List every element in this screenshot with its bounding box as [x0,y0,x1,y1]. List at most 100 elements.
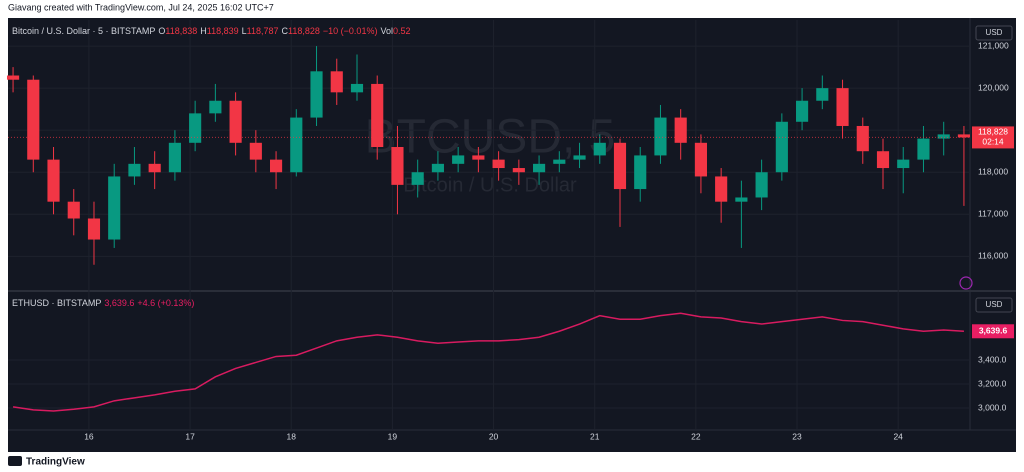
candle-body [553,159,566,164]
candle-body [876,151,890,169]
candle-body [330,71,343,93]
logo-icon [8,456,22,466]
legend-label: C [281,26,289,36]
candle-body [634,155,647,190]
candle-body [47,159,60,202]
x-tick-label: 18 [287,431,297,441]
candle-body [856,125,869,152]
footer-logo: TradingView [26,457,85,468]
candle-body [796,100,809,122]
candle-body [87,218,101,240]
candle-body [209,100,222,114]
watermark: Bitcoin / U.S. Dollar [403,174,577,196]
header: Giavang created with TradingView.com, Ju… [8,2,274,12]
x-tick-label: 21 [590,431,600,441]
price-line [12,312,964,412]
candle-body [168,142,181,173]
legend-value: 0.52 [392,26,411,36]
candle-body [452,155,465,164]
candle-body [67,201,80,219]
candle-body [533,163,546,173]
candle-body [492,159,505,169]
candle-body [816,88,829,101]
currency-button[interactable] [975,25,1013,41]
x-tick-label: 17 [185,431,195,441]
x-tick-label: 16 [84,431,94,441]
y-tick-label: 116,000 [978,251,1008,261]
x-tick-label: 23 [792,431,802,441]
candle-body [290,117,303,173]
legend-value: +4.6 (+0.13%) [137,298,195,308]
last-price-label: 118,828 [978,127,1008,137]
candle-body [775,121,788,173]
legend-value: 118,828 [288,26,320,36]
candle-body [411,172,424,185]
candle-body [897,159,910,169]
y-tick-label: 120,000 [978,82,1009,92]
candle-body [27,79,40,160]
candle-body [715,176,728,202]
candle-body [654,117,667,156]
x-tick-label: 24 [893,431,903,441]
countdown: 02:14 [982,137,1004,147]
last-price-tag [972,324,1014,339]
currency-label[interactable]: USD [986,300,1003,309]
candle-body [249,142,262,160]
legend-value: 3,639.6 [104,298,135,308]
y-tick-label: 3,400.0 [978,354,1007,364]
candle-body [189,113,202,143]
last-price-label: 3,639.6 [979,326,1008,336]
candle-body [836,88,849,126]
x-tick-label: 20 [489,431,499,441]
candle-body [957,134,970,138]
candle-body [917,138,930,160]
candle-body [108,176,121,240]
legend-name: ETHUSD · BITSTAMP [12,298,102,308]
candle-body [310,71,323,118]
candle-body [431,163,444,173]
candle-body [735,197,748,202]
legend-label: Vol [380,26,393,36]
candle-body [613,142,627,190]
candle-body [269,159,283,173]
candle-body [391,147,404,185]
candle-body [593,142,606,156]
candle-body [128,163,141,177]
alert-icon[interactable] [959,276,973,290]
legend-value: 118,839 [206,26,239,36]
legend-value: 118,838 [165,26,198,36]
legend-label: L [241,26,247,36]
candle-body [350,83,364,93]
candle-body [755,172,768,198]
candle-body [148,163,161,173]
last-price-tag [972,126,1014,149]
candle-body [472,155,485,160]
legend: ETHUSD · BITSTAMP 3,639.6 +4.6 (+0.13%) [12,298,197,308]
legend: Bitcoin / U.S. Dollar · 5 · BITSTAMP O118… [12,26,414,36]
y-tick-label: 3,000.0 [978,402,1007,412]
currency-label[interactable]: USD [986,28,1003,37]
watermark: BTCUSD, 5 [365,111,616,164]
candle-body [694,142,707,177]
x-tick-label: 22 [691,431,701,441]
chart-panel [8,18,1016,452]
candle-body [512,168,525,173]
y-tick-label: 3,200.0 [978,378,1007,388]
legend-name: Bitcoin / U.S. Dollar · 5 · BITSTAMP [12,26,156,36]
candle-body [674,117,687,143]
y-tick-label: 118,000 [978,166,1008,176]
candle-body [937,134,950,139]
candle-body [371,83,384,148]
legend-value: 118,787 [246,26,279,36]
y-tick-label: 117,000 [978,209,1008,219]
legend-value: −10 (−0.01%) [322,26,378,36]
y-tick-label: 121,000 [978,40,1009,50]
currency-button[interactable] [975,297,1013,313]
legend-label: H [200,26,207,36]
candle-body [229,100,242,143]
candle-body [6,75,20,80]
legend-label: O [158,26,166,36]
candle-body [573,155,586,160]
